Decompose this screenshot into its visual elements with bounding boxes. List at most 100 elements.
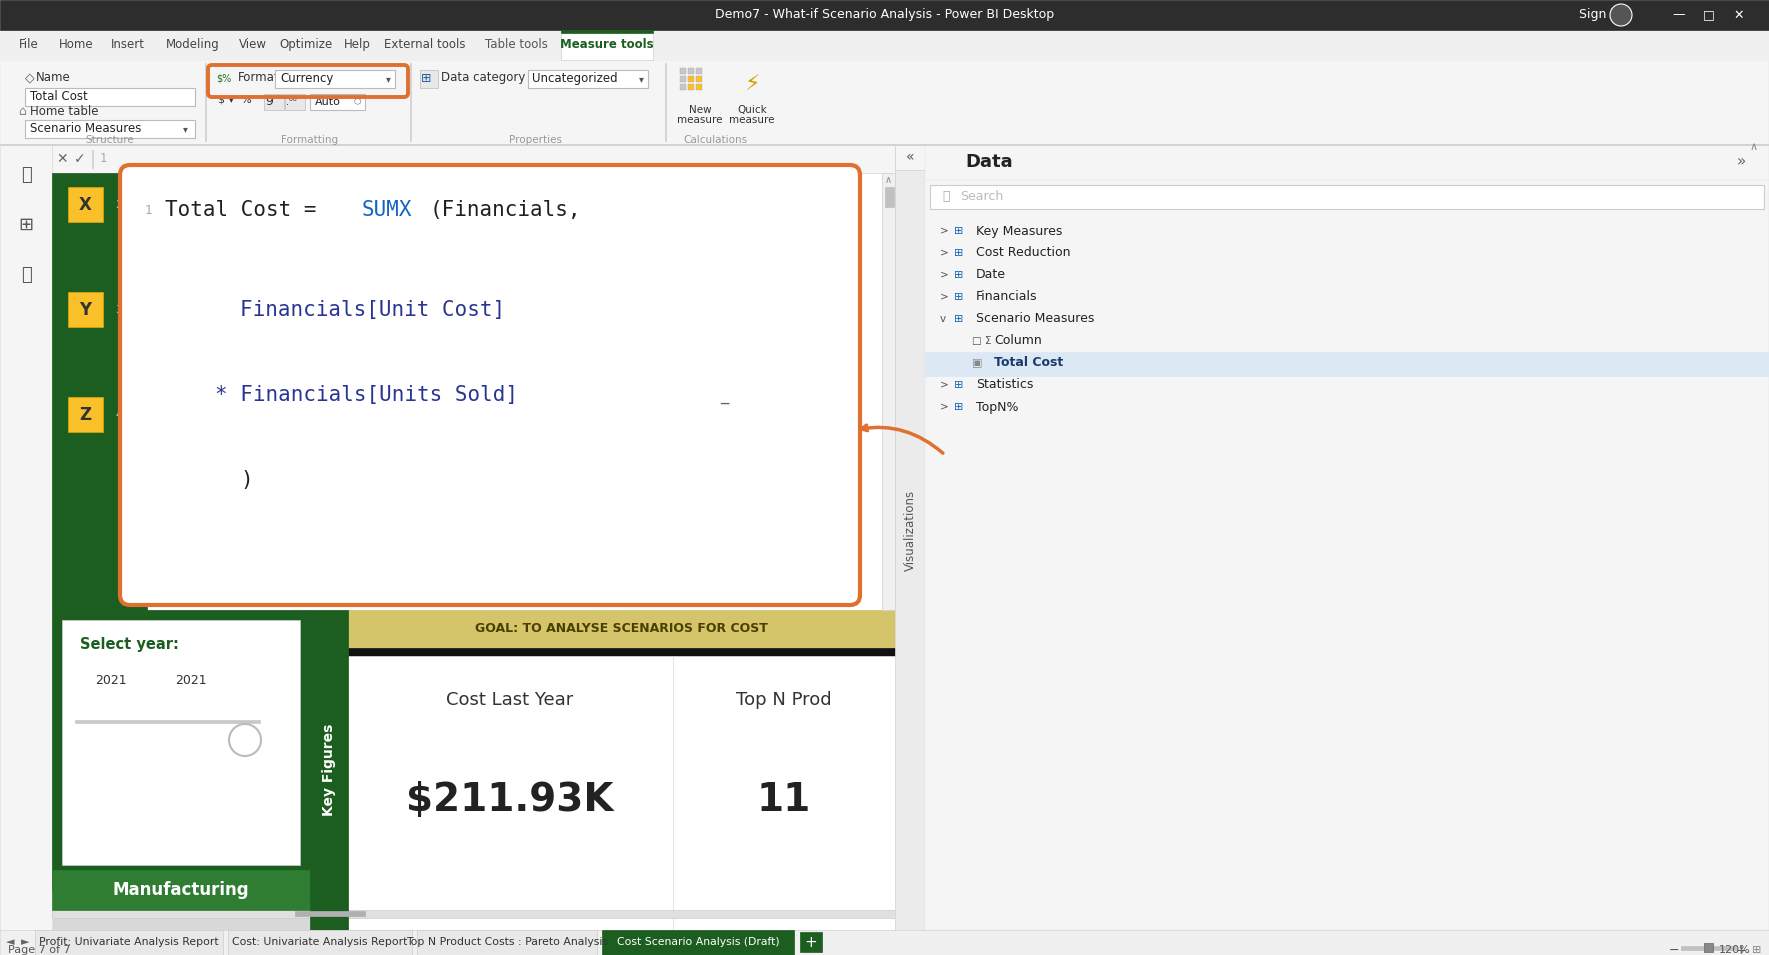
Bar	[679, 84, 686, 90]
Bar	[925, 145, 1769, 930]
Text: ►: ►	[21, 937, 30, 947]
Text: Page 7 of 7: Page 7 of 7	[9, 945, 71, 955]
Text: □ Σ: □ Σ	[971, 336, 991, 346]
Text: measure: measure	[729, 115, 775, 125]
Text: $ ▾  %: $ ▾ %	[218, 95, 251, 105]
Text: Financials[Unit Cost]: Financials[Unit Cost]	[241, 300, 506, 320]
Text: ∧: ∧	[1750, 142, 1758, 152]
Text: Home: Home	[58, 38, 94, 52]
Bar	[561, 30, 653, 33]
Bar	[925, 145, 1769, 180]
Text: ▾: ▾	[182, 124, 188, 134]
Text: □: □	[1704, 9, 1714, 22]
Text: Y: Y	[80, 301, 90, 319]
Bar	[348, 610, 895, 648]
Text: ⬡: ⬡	[354, 97, 361, 107]
Bar	[310, 94, 364, 110]
Text: ▾: ▾	[639, 74, 644, 84]
Bar	[695, 84, 702, 90]
Text: Modeling: Modeling	[166, 38, 219, 52]
Bar	[264, 94, 285, 110]
Text: Cost: Univariate Analysis Report: Cost: Univariate Analysis Report	[232, 937, 407, 947]
Bar	[0, 0, 1769, 30]
Text: External tools: External tools	[384, 38, 465, 52]
Text: Insert: Insert	[110, 38, 145, 52]
Text: New: New	[688, 105, 711, 115]
Text: Data: Data	[966, 153, 1012, 171]
Text: ⊞: ⊞	[953, 248, 964, 258]
Text: ⊞: ⊞	[953, 314, 964, 324]
Bar	[679, 76, 686, 82]
Bar	[800, 932, 823, 952]
Text: Total Cost =: Total Cost =	[165, 200, 329, 220]
Text: Top N Prod: Top N Prod	[736, 691, 831, 709]
Bar	[419, 70, 439, 88]
Text: 1: 1	[145, 203, 152, 217]
Text: >: >	[939, 248, 952, 258]
Bar	[62, 620, 301, 865]
Text: ): )	[241, 470, 253, 490]
Text: Demo7 - What-if Scenario Analysis - Power BI Desktop: Demo7 - What-if Scenario Analysis - Powe…	[715, 9, 1054, 22]
Text: 📊: 📊	[21, 166, 32, 184]
Text: GOAL: TO ANALYSE SCENARIOS FOR COST: GOAL: TO ANALYSE SCENARIOS FOR COST	[474, 623, 768, 635]
Text: ⊞: ⊞	[1751, 945, 1760, 955]
Text: File: File	[19, 38, 39, 52]
Text: Scenario Measures: Scenario Measures	[976, 312, 1095, 326]
Bar	[1681, 946, 1735, 950]
Text: Data category: Data category	[440, 72, 525, 84]
Text: Structure: Structure	[85, 135, 134, 145]
Text: Z: Z	[80, 406, 90, 424]
Text: Statistics: Statistics	[976, 378, 1033, 392]
Text: ⊞: ⊞	[953, 402, 964, 412]
Text: Optimize: Optimize	[280, 38, 333, 52]
Text: >: >	[939, 226, 952, 236]
Text: Properties: Properties	[508, 135, 561, 145]
Text: Profit: Univariate Analysis Report: Profit: Univariate Analysis Report	[39, 937, 219, 947]
Text: ⊞: ⊞	[421, 73, 432, 86]
Bar	[895, 145, 925, 170]
Text: ⌂: ⌂	[18, 105, 27, 118]
Text: Total Cost: Total Cost	[30, 91, 88, 103]
Text: 2021: 2021	[175, 673, 207, 687]
Text: Sign in: Sign in	[1580, 9, 1622, 22]
Bar	[676, 63, 725, 118]
Text: Column: Column	[994, 334, 1042, 348]
Text: _: _	[720, 386, 729, 404]
Text: Quick: Quick	[738, 105, 768, 115]
Bar	[74, 720, 260, 723]
Text: Format: Format	[239, 72, 280, 84]
Text: ◇: ◇	[25, 72, 35, 84]
Text: 2021: 2021	[96, 673, 127, 687]
Bar	[883, 173, 895, 610]
Text: Total Cost: Total Cost	[994, 356, 1063, 370]
Text: ⊞: ⊞	[953, 226, 964, 236]
Bar	[895, 145, 925, 930]
Text: (Financials,: (Financials,	[430, 200, 582, 220]
Text: measure: measure	[678, 115, 724, 125]
Bar	[285, 94, 304, 110]
Bar	[672, 656, 895, 930]
Text: >: >	[939, 270, 952, 280]
Text: X: X	[78, 196, 92, 214]
Bar	[688, 68, 693, 74]
Text: Cost Last Year: Cost Last Year	[446, 691, 573, 709]
Bar	[679, 68, 686, 74]
Bar	[925, 352, 1769, 376]
Text: 🔍: 🔍	[943, 190, 950, 203]
Bar	[67, 292, 103, 327]
Bar	[35, 930, 223, 955]
Text: Measure tools: Measure tools	[561, 38, 655, 52]
Text: * Financials[Units Sold]: * Financials[Units Sold]	[216, 385, 518, 405]
Text: 4: 4	[115, 410, 122, 420]
Bar	[348, 648, 895, 656]
Text: Currency: Currency	[280, 73, 333, 86]
Text: TopN%: TopN%	[976, 400, 1019, 414]
Bar	[51, 610, 895, 930]
Text: ✓: ✓	[74, 152, 87, 166]
Bar	[0, 60, 1769, 145]
Text: ✕: ✕	[57, 152, 67, 166]
Text: 3: 3	[115, 305, 122, 315]
Text: 🗂: 🗂	[21, 266, 32, 284]
Bar	[51, 173, 895, 610]
Text: Scenario Measures: Scenario Measures	[30, 122, 142, 136]
